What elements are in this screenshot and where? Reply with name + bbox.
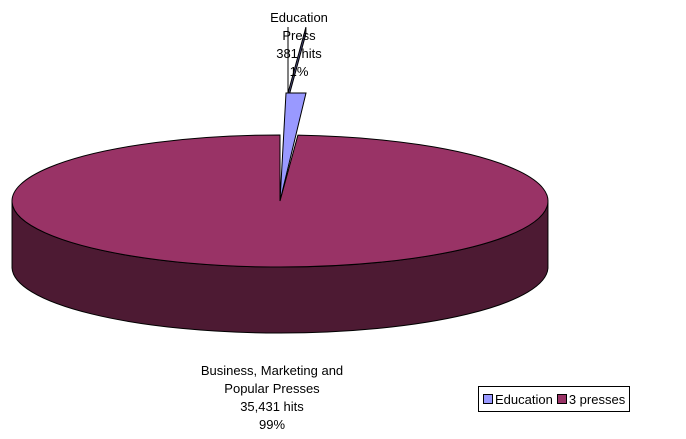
presses-label-line-2: Popular Presses xyxy=(224,381,320,396)
presses-label-line-3: 35,431 hits xyxy=(240,399,304,414)
education-slice-label: Education Press 381 hits 1% xyxy=(239,9,359,81)
pie-slice-education xyxy=(279,27,307,202)
education-label-line-1: Education xyxy=(270,10,328,25)
pie-slice-presses xyxy=(11,134,549,334)
legend: Education 3 presses xyxy=(478,386,631,412)
education-label-line-4: 1% xyxy=(289,64,309,79)
education-label-line-3: 381 hits xyxy=(276,46,322,61)
legend-swatch-education xyxy=(483,394,493,404)
presses-slice-label: Business, Marketing and Popular Presses … xyxy=(167,362,377,434)
pie-top-education xyxy=(279,92,307,202)
legend-label-education: Education xyxy=(495,391,553,407)
legend-item-presses: 3 presses xyxy=(556,391,626,407)
education-label-line-2: Press xyxy=(282,28,316,43)
legend-item-education: Education xyxy=(483,392,553,407)
presses-label-line-1: Business, Marketing and xyxy=(200,363,344,378)
presses-label-line-4: 99% xyxy=(258,417,286,432)
pie-top-presses xyxy=(11,134,549,268)
legend-swatch-presses xyxy=(556,394,567,404)
legend-label-presses: 3 presses xyxy=(568,391,626,407)
